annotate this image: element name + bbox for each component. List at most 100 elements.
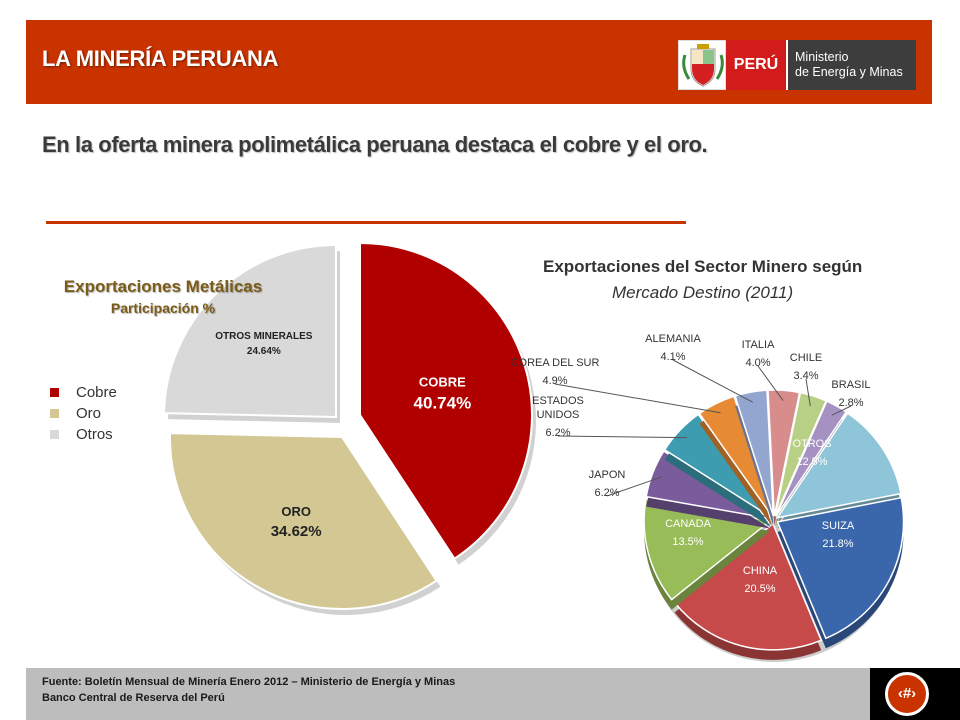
footer-bar: Fuente: Boletín Mensual de Minería Enero… <box>26 668 870 720</box>
chart1-title: Exportaciones Metálicas <box>63 277 263 296</box>
legend-label-oro: Oro <box>76 405 102 422</box>
pie1-slice-group-cobre: COBRE 40.74% <box>359 241 536 565</box>
pie2-slice-group-suiza <box>776 496 905 649</box>
pie2-category-label-line: OTROS <box>792 438 831 450</box>
logo-ministry-line2: de Energía y Minas <box>795 65 903 79</box>
pie1-value-label: 34.62% <box>271 523 322 540</box>
legend-swatch-oro <box>50 409 59 418</box>
ministry-logo: PERÚ Ministerio de Energía y Minas <box>678 40 916 90</box>
pie2-category-label: BRASIL <box>831 379 870 391</box>
pie2-category-label-line: ALEMANIA <box>645 333 701 345</box>
pie2-value-label: 6.2% <box>545 427 570 439</box>
legend-label-cobre: Cobre <box>76 384 117 401</box>
pie2-category-label: COREA DEL SUR <box>511 357 600 369</box>
pie2-labels: ITALIA 4.0% CHILE 3.4% BRASIL 2.8% OTROS 12.5% S… <box>511 333 871 595</box>
chart1-subtitle: Participación % <box>110 300 216 316</box>
chart1-legend: Cobre Oro Otros <box>50 382 117 445</box>
pie2-slice-chile <box>774 391 828 517</box>
pie2-value-label: 4.0% <box>745 357 770 369</box>
pie-chart-metallic-exports: COBRE 40.74% ORO 34.62% OTROS MINERALES 24.64… <box>162 241 536 616</box>
pie2-leader-line-corea-del-sur <box>554 383 721 414</box>
chart2-title: Exportaciones del Sector Minero según <box>543 257 863 276</box>
pie2-category-label-line: UNIDOS <box>537 409 580 421</box>
coat-of-arms-icon <box>678 40 726 90</box>
header-bar: LA MINERÍA PERUANA PERÚ Ministerio de En… <box>26 20 932 104</box>
pie2-slice-group-china <box>673 522 823 660</box>
pie1-slice-oro <box>168 432 438 610</box>
footer-source-line2: Banco Central de Reserva del Perú <box>42 692 225 704</box>
pie2-category-label: ITALIA <box>742 339 775 351</box>
pie2-value-label: 4.1% <box>660 351 685 363</box>
pie1-slice-group-oro: ORO 34.62% <box>168 432 441 616</box>
pie1-value-label: 40.74% <box>414 393 472 412</box>
pie2-category-label: JAPON <box>589 469 626 481</box>
pie2-value-label: 20.5% <box>744 583 775 595</box>
divider-line <box>46 221 686 224</box>
pie2-slice-italia <box>767 389 801 517</box>
logo-ministry-label: Ministerio de Energía y Minas <box>786 40 916 90</box>
pie2-slice-brasil <box>775 400 848 517</box>
pie2-leader-line-japon <box>606 476 663 497</box>
pie2-slice-group-italia <box>757 365 801 527</box>
pie2-category-label: CHILE <box>790 352 822 364</box>
pie2-leader-line-chile <box>805 378 811 407</box>
pie2-value-label: 21.8% <box>822 538 853 550</box>
pie2-value-label: 2.8% <box>838 397 863 409</box>
pie2-slice-suiza <box>776 496 905 640</box>
pie1-slice-group-otros-minerales: OTROS MINERALES 24.64% <box>162 243 340 423</box>
pie2-category-label-line: BRASIL <box>831 379 870 391</box>
pie2-category-label-line: SUIZA <box>822 520 855 532</box>
legend-swatch-cobre <box>50 388 59 397</box>
pie2-value-label: 12.5% <box>796 456 827 468</box>
pie2-category-label-line: JAPON <box>589 469 626 481</box>
pie2-category-label: SUIZA <box>822 520 855 532</box>
pie-chart-export-destinations: ITALIA 4.0% CHILE 3.4% BRASIL 2.8% OTROS 12.5% S… <box>511 333 905 662</box>
header-title: LA MINERÍA PERUANA <box>42 46 279 71</box>
pie2-slice-group-otros <box>775 412 902 528</box>
pie2-leader-line-italia <box>757 365 784 401</box>
pie2-slice-canada <box>643 498 772 601</box>
pie2-value-label: 13.5% <box>672 536 703 548</box>
pie2-category-label-line: CHILE <box>790 352 822 364</box>
pie2-value-label: 6.2% <box>594 487 619 499</box>
pie2-leader-line-alemania <box>672 359 753 403</box>
pie2-category-label: CANADA <box>665 518 712 530</box>
pie2-slice-group-estados-unidos <box>557 413 772 528</box>
footer-source-line1: Fuente: Boletín Mensual de Minería Enero… <box>42 676 456 688</box>
pie2-value-label: 3.4% <box>793 370 818 382</box>
pie2-leader-line-brasil <box>831 405 852 416</box>
legend-label-otros: Otros <box>76 426 113 443</box>
legend-item-cobre: Cobre <box>50 382 117 403</box>
pie2-slice-group-alemania <box>672 359 775 527</box>
legend-item-otros: Otros <box>50 424 117 445</box>
chart2-subtitle: Mercado Destino (2011) <box>612 283 794 302</box>
page-number: ‹#› <box>885 672 929 716</box>
pie2-slice-group-canada <box>643 498 772 610</box>
pie1-slice-otros-minerales <box>162 243 337 419</box>
logo-ministry-line1: Ministerio <box>795 50 849 64</box>
pie2-value-label: 4.9% <box>542 375 567 387</box>
pie1-slice-cobre <box>359 241 533 561</box>
pie2-slice-alemania <box>734 389 775 517</box>
pie2-category-label-line: CANADA <box>665 518 712 530</box>
pie1-value-label: 24.64% <box>247 346 281 357</box>
pie2-leader-line-estados-unidos <box>557 435 688 439</box>
pie2-category-label: OTROS <box>792 438 831 450</box>
legend-swatch-otros <box>50 430 59 439</box>
pie2-category-label: ALEMANIA <box>645 333 701 345</box>
pie2-category-label-line: COREA DEL SUR <box>511 357 600 369</box>
pie2-category-label: ESTADOS UNIDOS <box>532 395 584 421</box>
pie2-slice-china <box>673 522 823 651</box>
pie2-category-label: CHINA <box>743 565 778 577</box>
pie2-category-label-line: CHINA <box>743 565 778 577</box>
pie2-category-label-line: ESTADOS <box>532 395 584 407</box>
pie2-category-label-line: ITALIA <box>742 339 775 351</box>
pie1-category-label: ORO <box>281 504 311 519</box>
logo-country-label: PERÚ <box>726 40 786 90</box>
pie1-category-label: COBRE <box>419 374 466 389</box>
pie2-slice-group-corea-del-sur <box>554 383 773 527</box>
slide-subtitle: En la oferta minera polimetálica peruana… <box>42 132 708 157</box>
pie1-category-label: OTROS MINERALES <box>215 331 313 342</box>
pie2-slice-otros <box>775 412 902 519</box>
